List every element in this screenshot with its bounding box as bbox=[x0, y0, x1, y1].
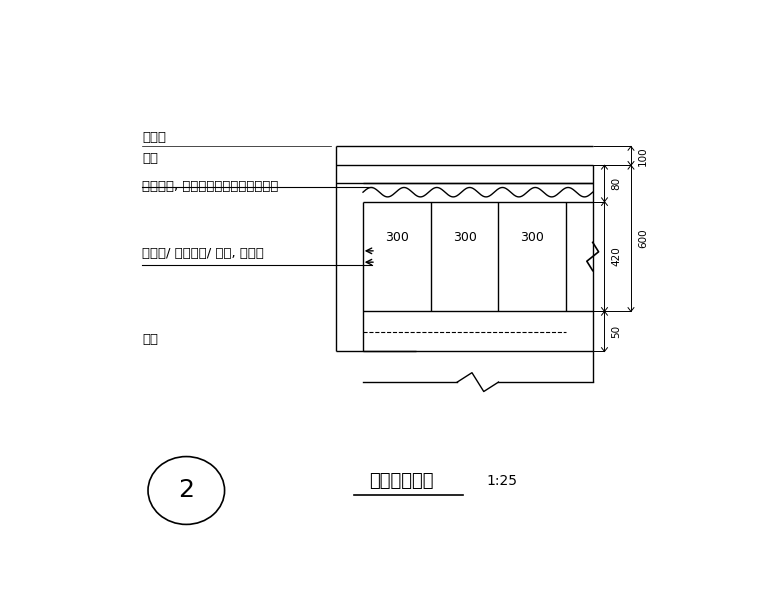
Text: 420: 420 bbox=[612, 247, 622, 266]
Text: 水位线: 水位线 bbox=[142, 131, 166, 144]
Text: 2: 2 bbox=[179, 479, 195, 502]
Text: 花岗岩/ 流水板岩/ 其他, 详项目: 花岗岩/ 流水板岩/ 其他, 详项目 bbox=[142, 247, 264, 260]
Text: 驳岸立面图二: 驳岸立面图二 bbox=[369, 472, 433, 490]
Text: 80: 80 bbox=[612, 177, 622, 190]
Text: 300: 300 bbox=[453, 231, 477, 244]
Text: 饰面材料, 材料及规格根据压顶材料定: 饰面材料, 材料及规格根据压顶材料定 bbox=[142, 180, 278, 193]
Text: 100: 100 bbox=[638, 146, 648, 166]
Text: 池底: 池底 bbox=[142, 333, 158, 346]
Text: 压顶: 压顶 bbox=[142, 152, 158, 165]
Text: 50: 50 bbox=[612, 325, 622, 338]
Text: 300: 300 bbox=[521, 231, 544, 244]
Text: 600: 600 bbox=[638, 228, 648, 248]
Text: 1:25: 1:25 bbox=[486, 474, 518, 488]
Text: 300: 300 bbox=[385, 231, 409, 244]
